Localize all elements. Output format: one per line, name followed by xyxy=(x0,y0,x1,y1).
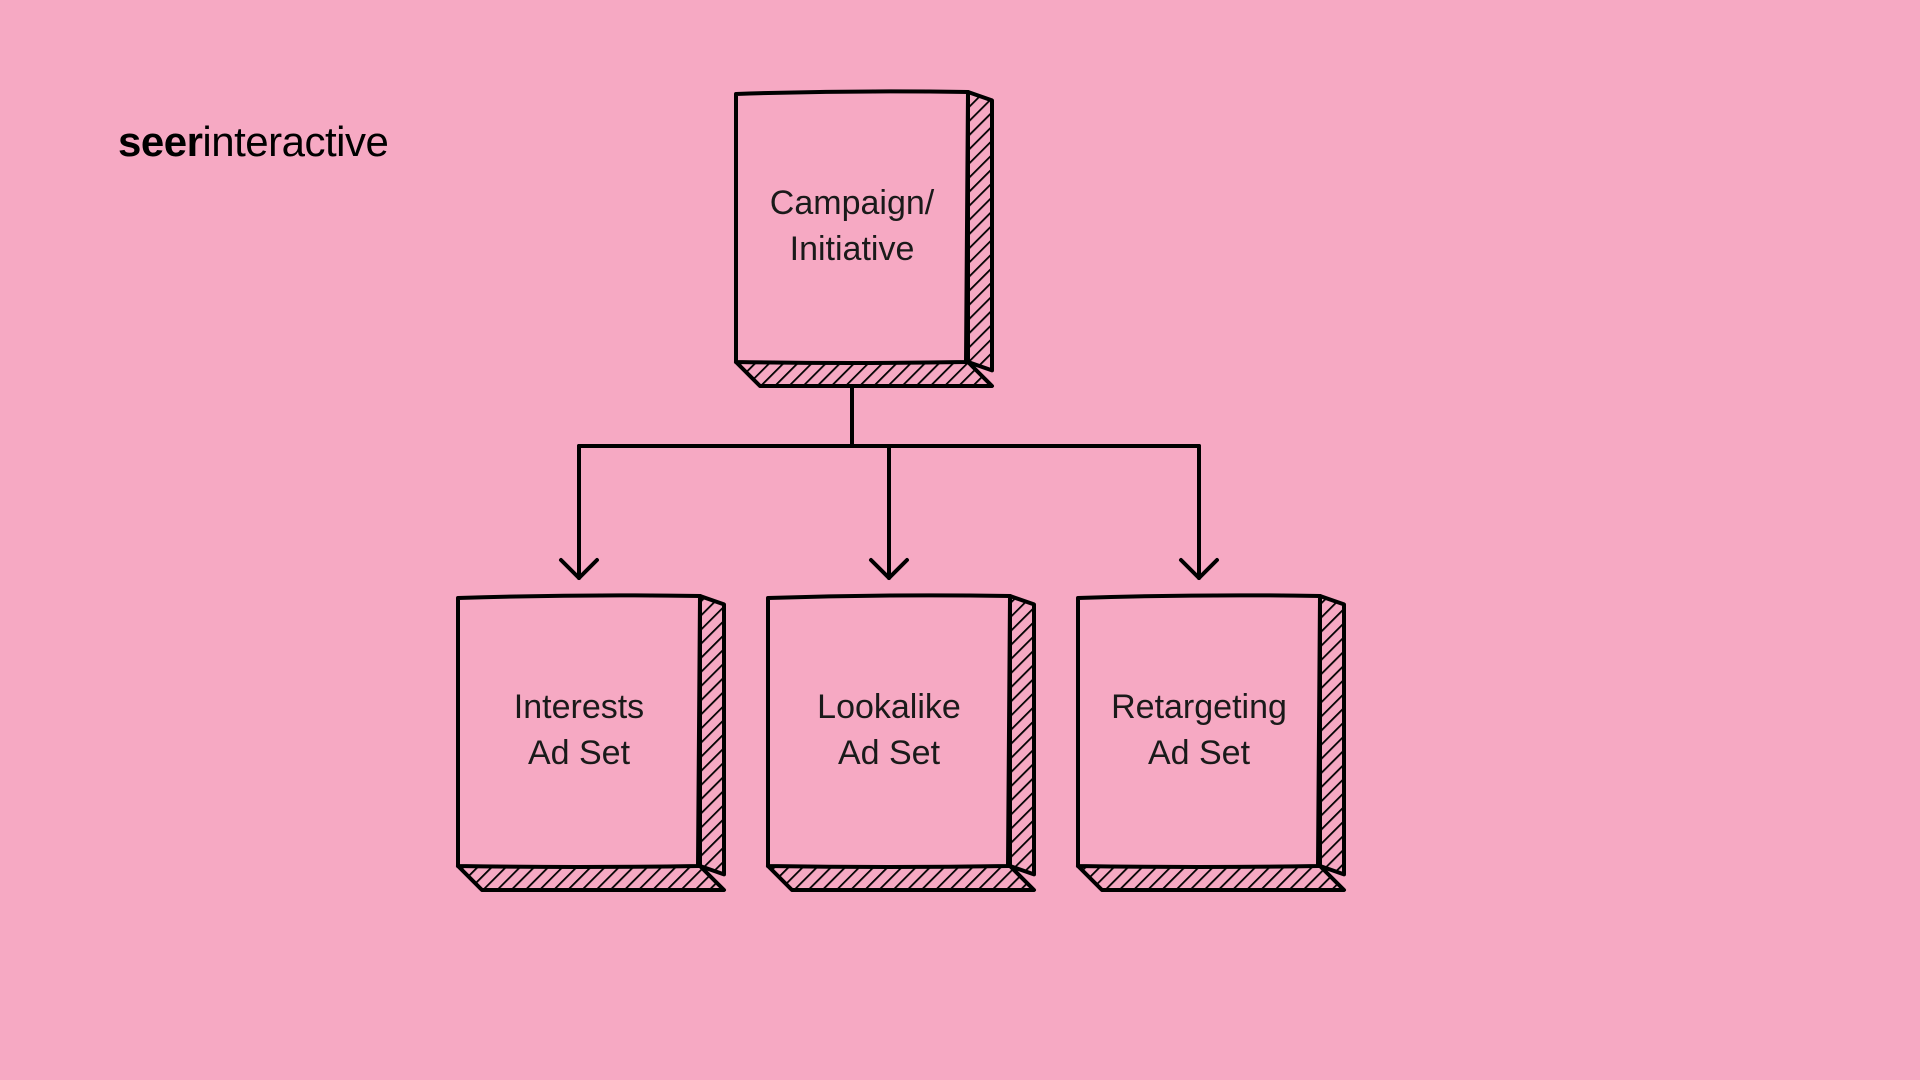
node-interests: Interests Ad Set xyxy=(458,596,700,866)
node-retargeting: Retargeting Ad Set xyxy=(1078,596,1320,866)
diagram-canvas: seerinteractiveCampaign/ InitiativeInter… xyxy=(0,0,1920,1080)
node-label-lookalike: Lookalike Ad Set xyxy=(817,685,961,777)
node-campaign: Campaign/ Initiative xyxy=(736,92,968,362)
node-label-retargeting: Retargeting Ad Set xyxy=(1111,685,1287,777)
node-label-interests: Interests Ad Set xyxy=(514,685,644,777)
node-label-campaign: Campaign/ Initiative xyxy=(770,181,934,273)
node-lookalike: Lookalike Ad Set xyxy=(768,596,1010,866)
